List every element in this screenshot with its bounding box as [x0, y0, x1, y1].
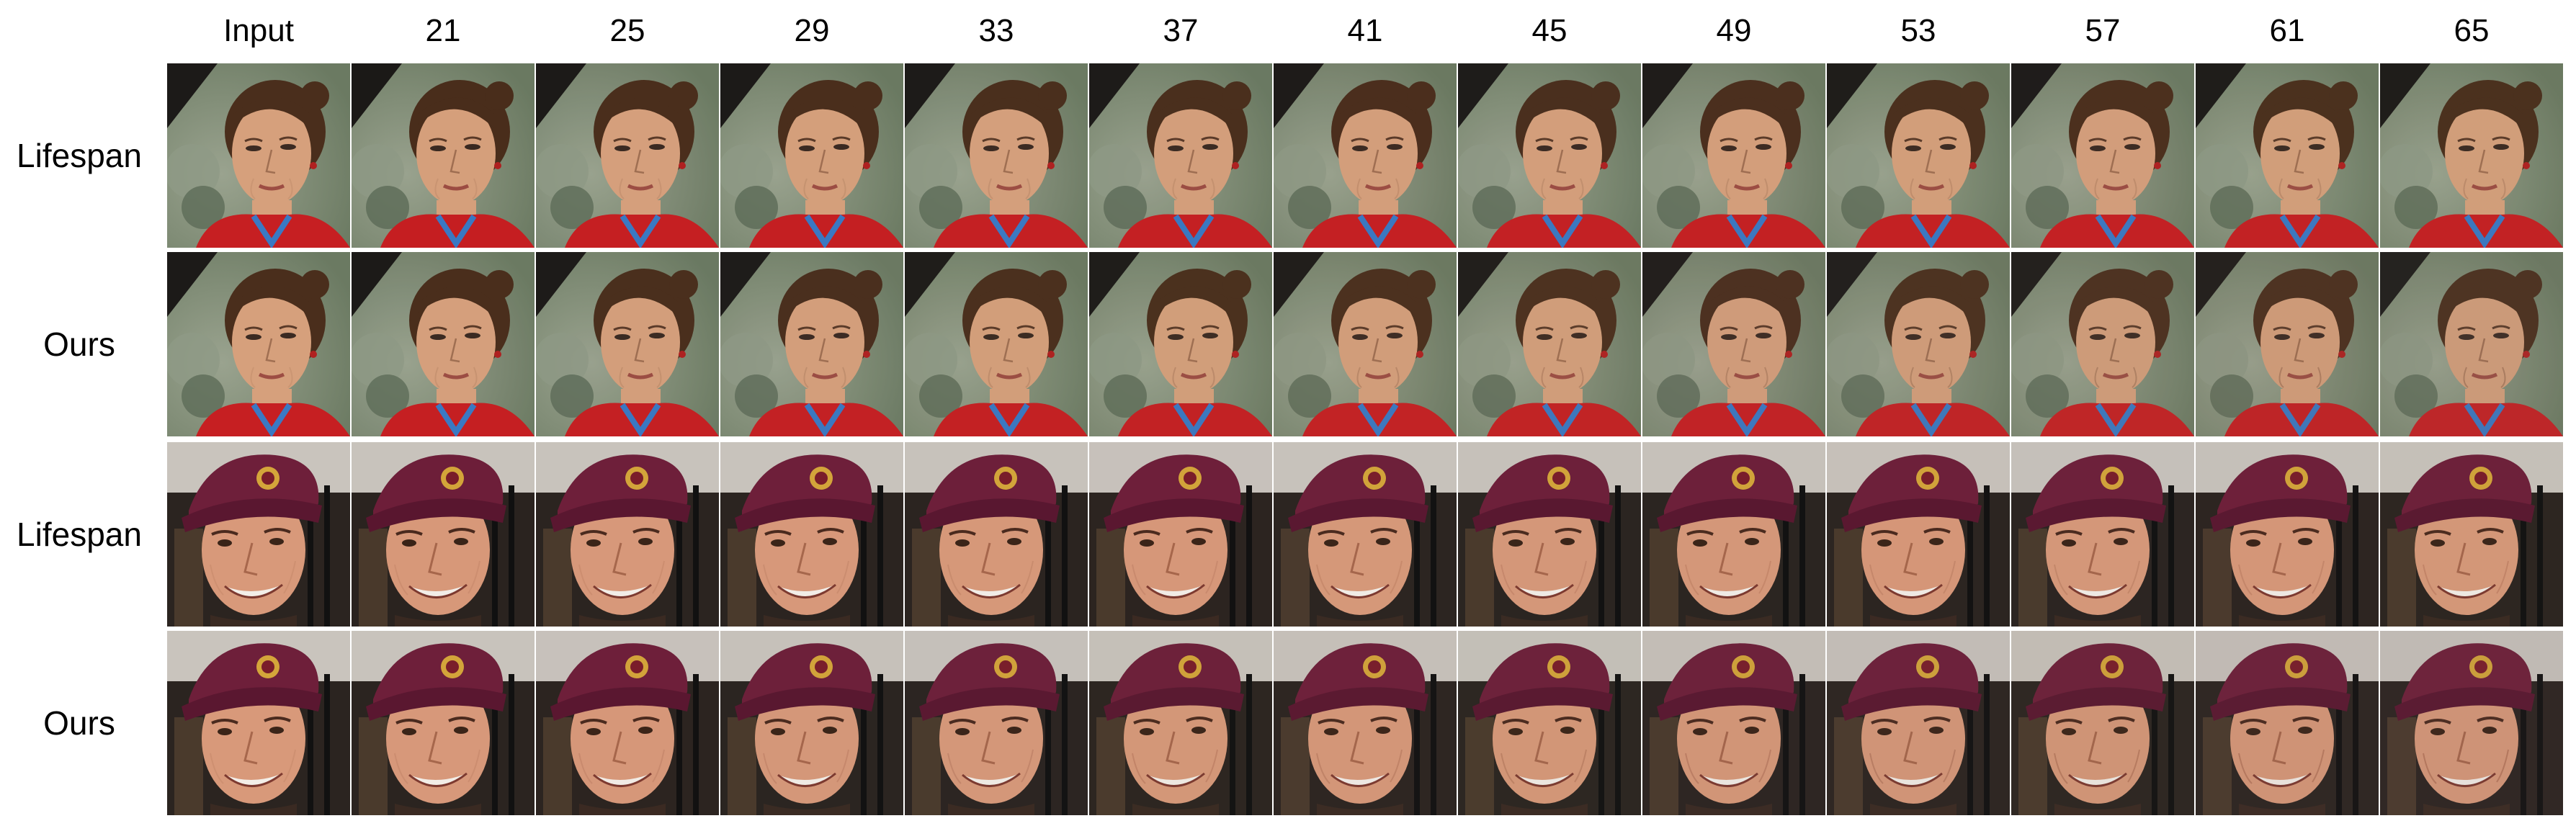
- face-image-tile: [536, 442, 719, 627]
- face-image-tile: [1827, 631, 2010, 815]
- face-image-tile: [1274, 631, 1457, 815]
- face-image-tile: [167, 252, 350, 436]
- face-image-tile: [2380, 631, 2563, 815]
- column-header: 65: [2454, 13, 2490, 48]
- face-image-tile: [536, 252, 719, 436]
- column-header: 61: [2269, 13, 2305, 48]
- face-image-tile: [905, 63, 1088, 248]
- row-label: Ours: [43, 704, 115, 742]
- column-header: 21: [425, 13, 461, 48]
- face-image-tile: [1642, 631, 1825, 815]
- column-header: 41: [1347, 13, 1383, 48]
- face-image-tile: [1642, 252, 1825, 436]
- face-image-tile: [1642, 63, 1825, 248]
- face-image-tile: [352, 442, 535, 627]
- face-image-tile: [536, 631, 719, 815]
- face-image-tile: [1089, 442, 1272, 627]
- face-image-tile: [905, 631, 1088, 815]
- column-header: 45: [1531, 13, 1567, 48]
- face-image-tile: [2196, 631, 2379, 815]
- face-image-tile: [1274, 442, 1457, 627]
- face-image-tile: [167, 63, 350, 248]
- column-header: 29: [794, 13, 830, 48]
- face-image-tile: [720, 442, 903, 627]
- face-image-tile: [1089, 252, 1272, 436]
- face-image-tile: [2380, 252, 2563, 436]
- face-image-tile: [1089, 63, 1272, 248]
- face-image-tile: [720, 63, 903, 248]
- face-image-tile: [720, 252, 903, 436]
- face-image-tile: [905, 442, 1088, 627]
- face-image-tile: [2380, 63, 2563, 248]
- face-image-tile: [352, 631, 535, 815]
- face-image-tile: [352, 252, 535, 436]
- face-image-tile: [2380, 442, 2563, 627]
- column-header: Input: [223, 13, 294, 48]
- column-header: 37: [1163, 13, 1199, 48]
- face-image-tile: [167, 631, 350, 815]
- face-image-tile: [1827, 63, 2010, 248]
- face-image-tile: [2011, 631, 2194, 815]
- row-label: Lifespan: [17, 137, 142, 174]
- face-image-tile: [1274, 252, 1457, 436]
- face-image-tile: [1827, 252, 2010, 436]
- column-header: 25: [609, 13, 645, 48]
- face-image-tile: [2011, 252, 2194, 436]
- face-image-tile: [2196, 442, 2379, 627]
- face-image-tile: [2011, 442, 2194, 627]
- face-image-tile: [536, 63, 719, 248]
- face-image-tile: [1458, 442, 1641, 627]
- column-header: 53: [1900, 13, 1936, 48]
- face-image-tile: [1642, 442, 1825, 627]
- face-image-tile: [1458, 631, 1641, 815]
- face-image-tile: [167, 442, 350, 627]
- face-image-tile: [2011, 63, 2194, 248]
- column-header: 33: [978, 13, 1014, 48]
- face-image-tile: [1458, 252, 1641, 436]
- face-image-tile: [905, 252, 1088, 436]
- face-image-tile: [352, 63, 535, 248]
- face-image-tile: [1274, 63, 1457, 248]
- face-image-tile: [2196, 252, 2379, 436]
- face-image-tile: [2196, 63, 2379, 248]
- face-image-tile: [720, 631, 903, 815]
- face-image-tile: [1089, 631, 1272, 815]
- column-header: 57: [2085, 13, 2121, 48]
- row-label: Lifespan: [17, 516, 142, 553]
- row-label: Ours: [43, 326, 115, 363]
- face-image-tile: [1827, 442, 2010, 627]
- column-header: 49: [1716, 13, 1752, 48]
- face-image-tile: [1458, 63, 1641, 248]
